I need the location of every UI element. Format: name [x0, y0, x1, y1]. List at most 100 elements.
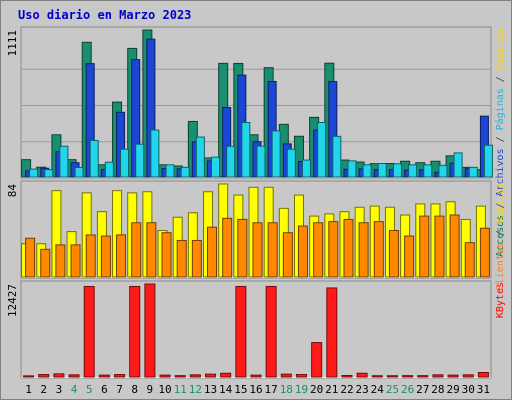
x-axis: 1 2 3 4 5 6 7 8 9 10 11 12 13 14 15 16 17 18 19 20 21 22 23 24 2… — [25, 383, 490, 396]
bar-páginas-day-31 — [483, 144, 493, 178]
bar-páginas-day-24 — [377, 163, 387, 178]
bar-kbytes-day-10 — [159, 374, 171, 378]
panels-layer: 1111 Accesos / Archivos / Páginas / Visit… — [6, 26, 506, 379]
bar-kbytes-day-24 — [371, 375, 383, 378]
bar-páginas-day-15 — [241, 121, 251, 178]
bar-clientes-day-20 — [313, 222, 324, 278]
bar-clientes-day-15 — [237, 218, 248, 278]
bar-clientes-day-23 — [358, 222, 369, 278]
bar-clientes-day-18 — [282, 232, 293, 278]
bar-páginas-day-18 — [286, 148, 296, 178]
bar-páginas-day-27 — [423, 164, 433, 178]
bar-clientes-day-26 — [404, 235, 415, 278]
bar-kbytes-day-14 — [220, 372, 232, 378]
panel-hits: 1111 Accesos / Archivos / Páginas / Visit… — [6, 26, 506, 257]
x-tick-label: 31 — [477, 383, 490, 396]
x-tick-label: 18 — [280, 383, 293, 396]
legend-hits: Accesos / Archivos / Páginas / Visitas — [494, 28, 506, 257]
bar-kbytes-day-23 — [356, 372, 368, 378]
bar-kbytes-day-9 — [144, 283, 156, 378]
bar-clientes-day-17 — [267, 222, 278, 278]
bar-clientes-day-16 — [252, 222, 263, 278]
bar-clientes-day-28 — [434, 215, 445, 278]
x-tick-label: 5 — [86, 383, 93, 396]
bar-clientes-day-13 — [207, 226, 218, 278]
bar-kbytes-day-20 — [311, 342, 323, 378]
bar-clientes-day-11 — [176, 239, 187, 278]
bar-kbytes-day-31 — [477, 372, 489, 378]
bar-kbytes-day-22 — [341, 375, 353, 378]
series-clientes — [25, 214, 490, 278]
x-tick-label: 2 — [40, 383, 47, 396]
bar-páginas-day-20 — [317, 121, 327, 178]
bar-clientes-day-24 — [373, 221, 384, 278]
x-tick-label: 10 — [158, 383, 171, 396]
x-tick-label: 7 — [116, 383, 123, 396]
x-tick-label: 24 — [371, 383, 385, 396]
legend-entry: Páginas — [494, 88, 506, 130]
bar-clientes-day-12 — [191, 239, 202, 278]
bar-clientes-day-29 — [449, 214, 460, 278]
bar-kbytes-day-29 — [447, 374, 459, 378]
bar-clientes-day-7 — [116, 234, 127, 278]
bar-páginas-day-5 — [89, 139, 99, 178]
bar-clientes-day-22 — [343, 218, 354, 278]
bar-páginas-day-13 — [211, 156, 221, 178]
bar-páginas-day-7 — [120, 148, 130, 178]
legend-entry: / — [495, 70, 506, 88]
x-tick-label: 4 — [71, 383, 78, 396]
bar-páginas-day-4 — [74, 166, 84, 178]
bar-páginas-day-1 — [29, 168, 39, 178]
y-max-label: 84 — [6, 184, 19, 198]
bar-páginas-day-3 — [59, 145, 69, 178]
bar-páginas-day-11 — [180, 166, 190, 178]
bar-páginas-day-19 — [301, 159, 311, 178]
x-tick-label: 6 — [101, 383, 108, 396]
x-tick-label: 8 — [131, 383, 138, 396]
bar-páginas-day-9 — [150, 129, 160, 178]
bar-kbytes-day-27 — [417, 375, 429, 378]
panel-frame — [20, 280, 492, 379]
bar-kbytes-day-3 — [53, 373, 65, 378]
bar-kbytes-day-11 — [174, 375, 186, 378]
series-páginas — [29, 121, 493, 178]
legend-entry: Archivos — [495, 148, 506, 196]
x-tick-label: 26 — [401, 383, 414, 396]
legend-entry: KBytes — [495, 282, 506, 318]
x-tick-label: 17 — [265, 383, 278, 396]
bar-kbytes-day-6 — [98, 374, 110, 378]
bar-páginas-day-28 — [438, 164, 448, 178]
bar-clientes-day-4 — [70, 244, 81, 278]
legend-entry: Clientes — [495, 242, 506, 290]
legend-entry: Accesos — [495, 215, 506, 257]
x-tick-label: 19 — [295, 383, 308, 396]
x-tick-label: 14 — [219, 383, 233, 396]
bar-clientes-day-10 — [161, 232, 172, 278]
legend-entry: / — [495, 130, 506, 148]
bar-páginas-day-16 — [256, 145, 266, 178]
x-tick-label: 21 — [325, 383, 338, 396]
bar-kbytes-day-30 — [462, 374, 474, 378]
chart-title: Uso diario en Marzo 2023 — [18, 8, 191, 22]
bar-clientes-day-5 — [85, 234, 96, 278]
bar-clientes-day-2 — [40, 248, 51, 278]
bar-kbytes-day-16 — [250, 374, 262, 378]
x-tick-label: 15 — [234, 383, 247, 396]
bar-páginas-day-17 — [271, 130, 281, 178]
bar-kbytes-day-4 — [68, 374, 80, 378]
x-tick-label: 13 — [204, 383, 217, 396]
bar-kbytes-day-18 — [280, 373, 292, 378]
bar-páginas-day-6 — [104, 161, 114, 178]
x-tick-label: 11 — [174, 383, 187, 396]
bar-clientes-day-8 — [131, 222, 142, 278]
bar-kbytes-day-21 — [326, 287, 338, 378]
bar-páginas-day-23 — [362, 164, 372, 178]
legend-entry: Visitas — [495, 182, 506, 224]
panel-visits: 84 Clientes / Visitas — [6, 180, 506, 290]
series-kbytes — [23, 283, 489, 378]
bar-clientes-day-27 — [419, 215, 430, 278]
bar-kbytes-day-25 — [386, 375, 398, 378]
bar-clientes-day-3 — [55, 244, 66, 278]
bar-páginas-day-26 — [408, 164, 418, 178]
